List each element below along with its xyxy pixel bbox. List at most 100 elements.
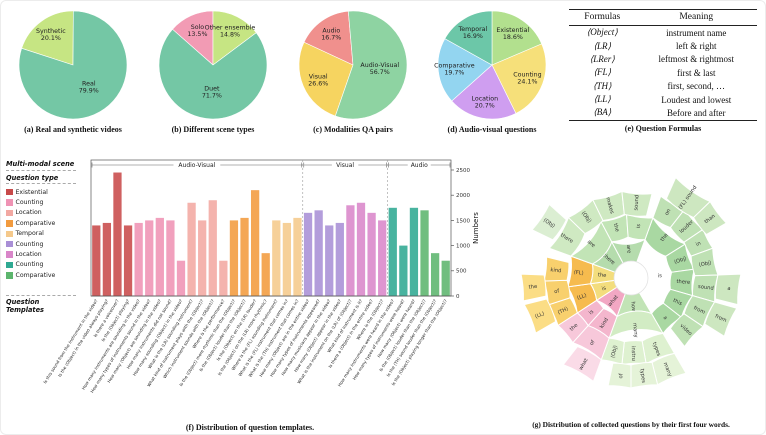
formula-cell: ⟨BA⟩ (593, 107, 612, 118)
svg-text:from: from (714, 314, 727, 324)
caption-b: (b) Different scene types (171, 125, 255, 134)
table-row: ⟨Object⟩ instrument name (569, 26, 757, 40)
svg-text:500: 500 (456, 269, 467, 275)
svg-text:on: on (664, 208, 672, 217)
meaning-cell: instrument name (666, 27, 727, 38)
svg-text:than: than (704, 213, 717, 225)
svg-text:this: this (672, 298, 683, 308)
svg-text:makes: makes (604, 197, 615, 215)
legend-swatch (6, 188, 13, 196)
legend-item-label: Temporal (15, 230, 44, 238)
legend-xlabel: Question Templates (6, 294, 76, 316)
pie-chart-scene-types: Solo 13.5% Other ensemble 14.8% Duet 71.7% (153, 5, 273, 125)
svg-text:of: of (618, 373, 625, 379)
meaning-cell: left & right (675, 41, 717, 52)
svg-text:⟨LL⟩: ⟨LL⟩ (576, 293, 587, 302)
legend-item-label: Comparative (15, 219, 56, 227)
legend-item: Counting (6, 260, 86, 270)
table-header-row: Formulas Meaning (569, 9, 757, 26)
svg-text:kind: kind (550, 267, 562, 274)
legend-item: Comparative (6, 270, 86, 280)
svg-text:Visual: Visual (336, 162, 354, 169)
legend-swatch (6, 230, 13, 237)
svg-text:⟨LL⟩: ⟨LL⟩ (534, 311, 545, 320)
svg-text:of: of (589, 339, 597, 347)
svg-text:sound: sound (633, 195, 640, 211)
svg-text:Audio-Visual: Audio-Visual (178, 162, 215, 169)
legend-item-label: Existential (15, 188, 48, 196)
panel-c: Audio 16.7% Visual 26.6% Audio-Visual 56.7% (… (283, 5, 423, 153)
caption-f: (f) Distribution of question templates. (185, 422, 315, 432)
question-formulas-table: Formulas Meaning ⟨Object⟩ instrument name… (569, 9, 757, 121)
svg-text:a: a (662, 315, 669, 321)
legend-item: Comparative (6, 218, 86, 228)
meaning-cell: Before and after (667, 107, 726, 118)
formula-cell: ⟨LL⟩ (593, 94, 611, 105)
bar-chart-svg: 0 500 1000 1500 2000 2500 Numbers Audio-Visual V… (42, 159, 480, 394)
formula-cell: ⟨LR⟩ (593, 40, 611, 51)
svg-text:are: are (625, 245, 632, 254)
panel-d: Existential 18.6% Counting 24.1% Location 20.… (423, 5, 561, 153)
panel-a: Synthetic 20.1% Real 79.9% (a) Real and syn… (3, 5, 143, 153)
legend-item: Counting (6, 197, 86, 207)
legend-swatch (6, 220, 13, 227)
legend-item: Temporal (6, 229, 86, 239)
legend-swatch (6, 209, 13, 217)
legend-item-label: Location (15, 251, 42, 259)
table-row: ⟨TH⟩ first, second, … (569, 80, 757, 93)
legend-type-header: Question type (6, 174, 76, 184)
svg-text:how: how (629, 301, 636, 313)
svg-text:the: the (528, 284, 537, 291)
table-row: ⟨BA⟩ Before and after (569, 106, 757, 120)
svg-text:instru: instru (630, 346, 637, 361)
meaning-cell: first, second, … (667, 81, 725, 92)
formula-cell: ⟨FL⟩ (593, 67, 611, 78)
table-row: ⟨LL⟩ Loudest and lowest (569, 93, 757, 106)
svg-text:are: are (586, 239, 596, 249)
caption-c: (c) Modalities QA pairs (313, 125, 393, 134)
legend-item-label: Counting (15, 199, 44, 207)
sunburst-svg: ishowwhatisthetherearethe⟨Obj⟩therethisa… (520, 176, 742, 389)
pie-chart-modalities: Audio 16.7% Visual 26.6% Audio-Visual 56.7% (293, 5, 413, 125)
formula-cell: ⟨TH⟩ (592, 80, 612, 91)
legend-item: Location (6, 249, 86, 259)
svg-text:many: many (662, 362, 673, 378)
svg-text:2000: 2000 (456, 193, 470, 199)
svg-text:⟨FL⟩: ⟨FL⟩ (573, 270, 583, 277)
svg-text:what: what (578, 357, 589, 371)
svg-text:types: types (651, 341, 662, 357)
svg-text:kind: kind (599, 317, 610, 330)
legend-item: Existential (6, 187, 86, 197)
legend-item-label: Counting (15, 261, 44, 269)
bar-chart-legend: Multi-modal scene Question type Existent… (6, 160, 86, 318)
panel-e: Formulas Meaning ⟨Object⟩ instrument name… (563, 9, 763, 155)
svg-text:the: the (660, 232, 670, 242)
legend-swatch (6, 251, 13, 258)
legend-swatch (6, 240, 13, 248)
svg-text:1500: 1500 (456, 218, 470, 224)
svg-text:Audio: Audio (411, 162, 428, 169)
svg-text:0: 0 (456, 294, 460, 300)
caption-g: (g) Distribution of collected questions … (532, 420, 730, 430)
svg-text:from: from (692, 305, 705, 316)
panel-f: Multi-modal scene Question type Existent… (3, 154, 497, 434)
svg-text:many: many (631, 323, 638, 338)
panel-b: Solo 13.5% Other ensemble 14.8% Duet 71.7% (b… (143, 5, 283, 153)
svg-text:the: the (569, 323, 579, 333)
col-meaning: Meaning (635, 9, 757, 26)
meaning-cell: first & last (676, 67, 716, 78)
svg-text:⟨TH⟩: ⟨TH⟩ (557, 306, 570, 316)
legend-item: Location (6, 208, 86, 218)
svg-text:of: of (554, 288, 560, 295)
legend-item-label: Counting (15, 240, 44, 248)
formula-cell: ⟨Object⟩ (586, 27, 618, 38)
svg-text:is: is (658, 273, 663, 279)
